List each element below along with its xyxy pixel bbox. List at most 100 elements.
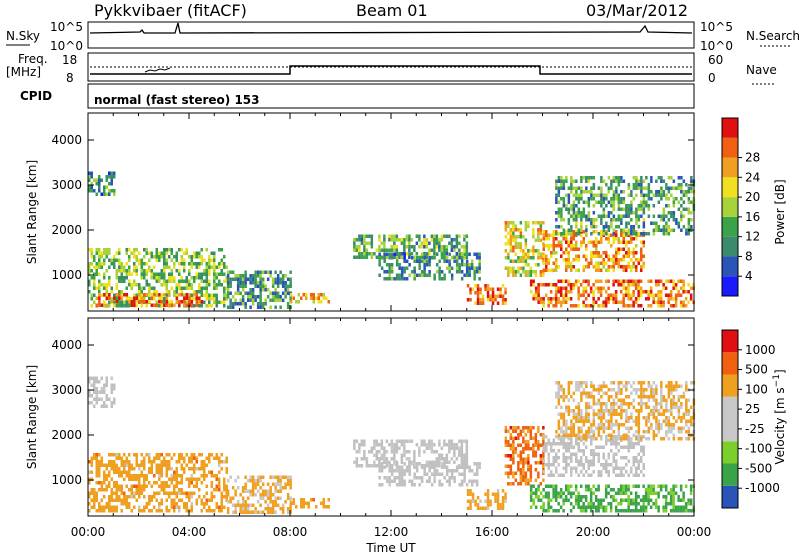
data-cell	[655, 384, 658, 388]
data-cell	[470, 259, 474, 263]
data-cell	[685, 207, 688, 211]
data-cell	[580, 381, 583, 385]
data-cell	[557, 179, 561, 183]
data-cell	[168, 495, 171, 499]
data-cell	[635, 470, 638, 474]
data-cell	[640, 258, 643, 262]
data-cell	[604, 495, 608, 499]
data-cell	[647, 183, 651, 187]
data-cell	[517, 464, 520, 468]
data-cell	[448, 460, 451, 464]
data-cell	[93, 376, 96, 380]
data-cell	[539, 505, 543, 509]
data-cell	[584, 505, 588, 509]
data-cell	[654, 283, 658, 287]
data-cell	[590, 426, 593, 430]
data-cell	[572, 218, 576, 222]
data-cell	[550, 473, 553, 477]
data-cell	[140, 269, 143, 273]
data-cell	[408, 241, 411, 245]
data-cell	[610, 433, 613, 437]
data-cell	[529, 249, 533, 253]
data-cell	[547, 258, 550, 262]
data-cell	[471, 499, 475, 503]
data-cell	[103, 293, 106, 297]
data-cell	[642, 505, 645, 509]
data-cell	[373, 453, 376, 457]
data-cell	[587, 204, 591, 208]
data-cell	[153, 265, 156, 269]
data-cell	[163, 297, 166, 301]
data-cell	[325, 296, 328, 300]
data-cell	[355, 245, 359, 249]
data-cell	[251, 302, 255, 306]
data-cell	[264, 489, 267, 493]
data-cell	[560, 214, 563, 218]
data-cell	[617, 398, 621, 402]
data-cell	[148, 481, 151, 485]
data-cell	[622, 254, 625, 258]
data-cell	[193, 293, 196, 297]
data-cell	[145, 293, 149, 297]
data-cell	[128, 283, 131, 287]
data-cell	[274, 486, 277, 490]
data-cell	[657, 419, 661, 423]
data-cell	[105, 296, 109, 300]
data-cell	[514, 252, 518, 256]
data-cell	[393, 443, 396, 447]
data-cell	[465, 252, 469, 256]
data-cell	[175, 269, 178, 273]
data-cell	[627, 183, 631, 187]
data-cell	[677, 290, 680, 294]
data-cell	[153, 474, 156, 478]
data-cell	[625, 395, 628, 399]
data-cell	[423, 270, 426, 274]
data-cell	[363, 248, 366, 252]
data-cell	[610, 426, 613, 430]
data-cell	[570, 433, 573, 437]
data-cell	[684, 304, 688, 308]
data-cell	[552, 247, 555, 251]
data-cell	[552, 495, 555, 499]
data-cell	[286, 482, 290, 486]
cpid-value: normal (fast stereo) 153	[94, 93, 260, 107]
data-cell	[684, 297, 688, 301]
data-cell	[534, 488, 538, 492]
data-cell	[674, 484, 678, 488]
data-cell	[612, 258, 615, 262]
data-cell	[567, 200, 571, 204]
data-cell	[428, 476, 431, 480]
data-cell	[501, 506, 505, 510]
data-cell	[605, 405, 608, 409]
data-cell	[567, 384, 571, 388]
data-cell	[627, 505, 630, 509]
data-cell	[612, 300, 615, 304]
data-cell	[135, 283, 138, 287]
data-cell	[552, 456, 555, 460]
data-cell	[355, 457, 359, 461]
data-cell	[550, 251, 553, 255]
data-cell	[125, 251, 128, 255]
data-cell	[173, 477, 176, 481]
data-cell	[572, 505, 575, 509]
data-cell	[635, 456, 638, 460]
data-cell	[595, 426, 598, 430]
data-cell	[130, 303, 134, 307]
data-cell	[279, 482, 282, 486]
data-cell	[322, 293, 325, 297]
data-cell	[383, 248, 386, 252]
data-cell	[418, 234, 421, 238]
data-cell	[163, 258, 166, 262]
data-cell	[627, 502, 630, 506]
data-cell	[423, 241, 426, 245]
data-cell	[689, 488, 693, 492]
data-cell	[542, 244, 545, 248]
data-cell	[385, 270, 389, 274]
data-cell	[163, 300, 166, 304]
data-cell	[450, 469, 454, 473]
data-cell	[443, 259, 446, 263]
data-cell	[200, 463, 203, 467]
data-cell	[602, 391, 606, 395]
data-cell	[612, 254, 615, 258]
data-cell	[474, 503, 477, 507]
